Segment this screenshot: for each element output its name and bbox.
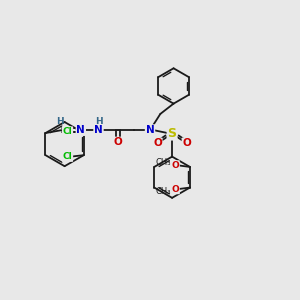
Text: O: O: [171, 161, 179, 170]
Text: Cl: Cl: [63, 152, 72, 161]
Text: O: O: [113, 137, 122, 148]
Text: O: O: [182, 138, 191, 148]
Text: CH₃: CH₃: [155, 188, 171, 196]
Text: CH₃: CH₃: [155, 158, 171, 167]
Text: O: O: [171, 184, 179, 194]
Text: H: H: [56, 117, 64, 126]
Text: Cl: Cl: [63, 127, 72, 136]
Text: O: O: [153, 138, 162, 148]
Text: N: N: [76, 125, 85, 135]
Text: H: H: [95, 117, 102, 126]
Text: N: N: [146, 125, 154, 135]
Text: S: S: [168, 127, 177, 140]
Text: N: N: [94, 125, 103, 135]
